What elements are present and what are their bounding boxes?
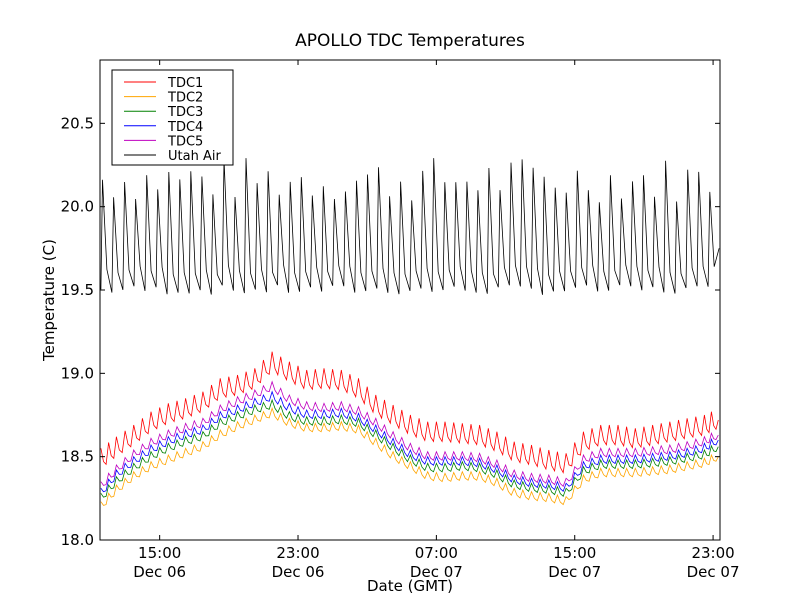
y-tick-label: 19.5 (61, 281, 94, 299)
y-axis: 18.0 18.5 19.0 19.5 20.0 20.5 (61, 114, 720, 549)
series-line-tdc4 (100, 390, 719, 493)
series-line-tdc3 (100, 398, 719, 498)
legend-label: TDC1 (167, 76, 203, 91)
y-tick-label: 19.0 (61, 364, 94, 382)
x-tick-label-date: Dec 06 (133, 563, 186, 581)
x-tick-label-time: 15:00 (138, 544, 181, 562)
y-tick-label: 20.5 (61, 114, 94, 132)
y-axis-label: Temperature (C) (40, 239, 58, 362)
series-line-tdc1 (100, 351, 719, 474)
legend-label: TDC4 (167, 120, 203, 135)
chart-title: APOLLO TDC Temperatures (295, 31, 525, 51)
x-tick-label-time: 15:00 (553, 544, 596, 562)
x-tick-label-time: 23:00 (276, 544, 319, 562)
x-tick-label-date: Dec 07 (687, 563, 740, 581)
legend-label: TDC3 (167, 105, 203, 120)
legend-box (111, 69, 234, 166)
series-layer (100, 158, 720, 506)
x-tick-label-date: Dec 07 (548, 563, 601, 581)
x-tick-label-time: 07:00 (415, 544, 458, 562)
x-tick-label-date: Dec 06 (272, 563, 325, 581)
series-line-utah-air (100, 158, 720, 295)
series-line-tdc2 (100, 407, 719, 506)
y-tick-label: 18.5 (61, 448, 94, 466)
legend-label: TDC5 (167, 134, 203, 149)
legend-label: TDC2 (167, 91, 203, 106)
series-line-tdc5 (100, 380, 719, 487)
y-tick-label: 18.0 (61, 531, 94, 549)
x-axis-label: Date (GMT) (367, 577, 453, 595)
plot-frame (99, 59, 721, 541)
x-tick-label-date: Dec 07 (410, 563, 463, 581)
legend-label: Utah Air (168, 149, 221, 164)
y-tick-label: 20.0 (61, 198, 94, 216)
x-tick-label-time: 23:00 (691, 544, 734, 562)
